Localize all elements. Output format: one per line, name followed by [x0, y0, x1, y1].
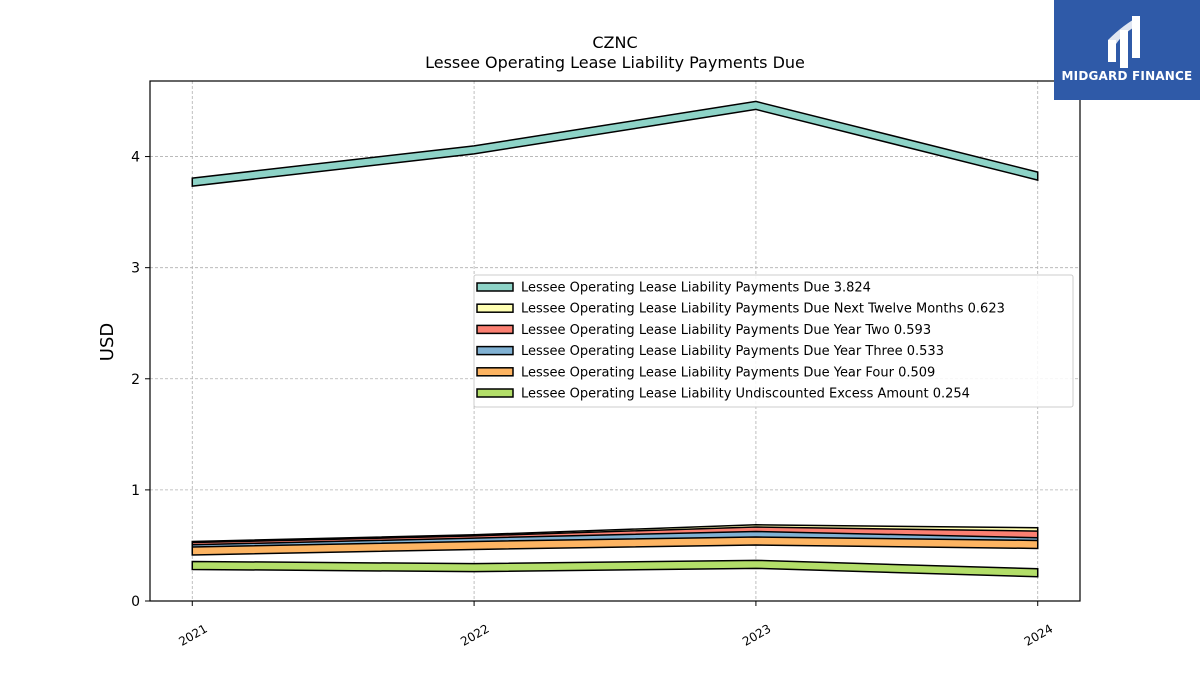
series-line	[191, 536, 1039, 556]
midgard-logo-icon	[1108, 16, 1140, 68]
plot-frame	[149, 80, 1081, 602]
brand-logo: MIDGARD FINANCE	[1054, 0, 1200, 100]
legend-label: Lessee Operating Lease Liability Undisco…	[521, 387, 970, 402]
brand-name: MIDGARD FINANCE	[1061, 69, 1193, 83]
x-tick-label: 2023	[740, 621, 773, 648]
series-line	[191, 559, 1039, 578]
x-tick-label: 2022	[458, 621, 491, 648]
legend-label: Lessee Operating Lease Liability Payment…	[521, 281, 871, 296]
legend-swatch	[476, 367, 514, 377]
chart-subtitle: Lessee Operating Lease Liability Payment…	[425, 53, 805, 72]
y-tick-label: 4	[131, 150, 140, 166]
chart-title: CZNC	[592, 33, 637, 52]
legend-label: Lessee Operating Lease Liability Payment…	[521, 323, 931, 338]
legend-box	[473, 274, 1074, 408]
legend-swatch	[476, 303, 514, 313]
legend-swatch	[476, 282, 514, 292]
y-tick-label: 1	[131, 483, 140, 499]
x-tick-label: 2024	[1022, 621, 1055, 648]
legend-swatch	[476, 345, 514, 356]
legend-label: Lessee Operating Lease Liability Payment…	[521, 344, 944, 359]
y-axis-label: USD	[97, 323, 118, 361]
legend-label: Lessee Operating Lease Liability Payment…	[521, 302, 1005, 317]
legend-swatch	[476, 324, 514, 335]
legend: Lessee Operating Lease Liability Payment…	[473, 274, 1074, 408]
series-line	[191, 100, 1039, 187]
x-tick-label: 2021	[176, 621, 209, 648]
legend-label: Lessee Operating Lease Liability Payment…	[521, 365, 935, 380]
y-tick-label: 3	[131, 261, 140, 277]
legend-swatch	[476, 388, 514, 398]
y-tick-label: 0	[131, 594, 140, 610]
series-layer	[191, 100, 1039, 578]
y-tick-label: 2	[131, 372, 140, 388]
